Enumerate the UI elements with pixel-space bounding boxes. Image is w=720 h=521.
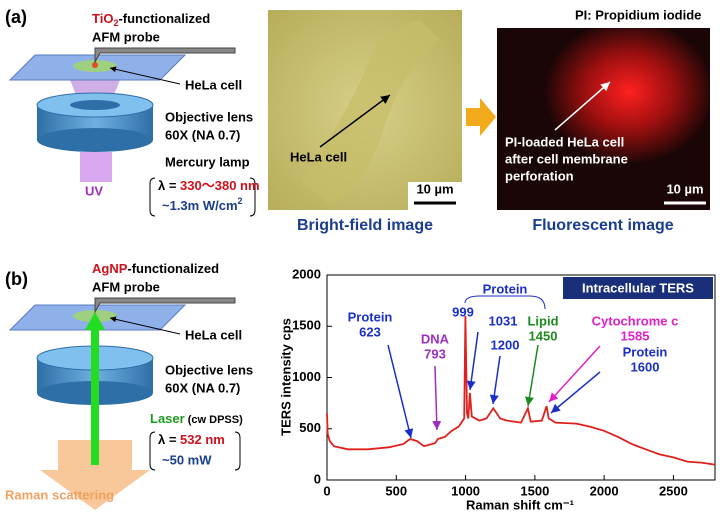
y-tick-label: 500 <box>299 420 321 435</box>
arrow <box>554 81 611 131</box>
lens <box>37 128 153 152</box>
arrow <box>109 66 181 85</box>
y-tick-label: 2000 <box>292 266 321 281</box>
plot-frame <box>326 274 716 481</box>
peak-label: Protein <box>348 309 393 324</box>
peak-arrow <box>387 344 414 439</box>
peak-label: 1031 <box>489 313 518 328</box>
bright-label: HeLa cell <box>290 149 347 164</box>
y-tick-label: 0 <box>314 471 321 486</box>
y-tick-label: 1500 <box>292 318 321 333</box>
wavelength: λ = 330〜380 nm <box>158 178 260 193</box>
peak-label: Protein <box>483 281 528 296</box>
peak-label: 1200 <box>491 337 520 352</box>
peak-arrow <box>550 371 601 414</box>
lens-spec: 60X (NA 0.7) <box>165 380 240 395</box>
note: PI: Propidium iodide <box>575 7 701 22</box>
spectrum-line <box>326 315 716 466</box>
bracket <box>464 295 546 310</box>
probe-title: AgNP-functionalized <box>92 261 219 276</box>
chart: Intracellular TERS Raman shift cm⁻¹ TERS… <box>278 274 716 512</box>
x-tick-label: 500 <box>385 483 407 498</box>
peak-arrow <box>489 355 501 405</box>
peak-label: 623 <box>359 324 381 339</box>
y-axis-label: TERS intensity cps <box>278 318 293 436</box>
scale-box <box>408 182 462 210</box>
peak-arrow <box>432 365 442 431</box>
fluorescent-image <box>497 28 710 210</box>
probe <box>94 297 236 314</box>
probe <box>94 47 236 64</box>
peak-arrow <box>525 344 539 407</box>
x-tick-label: 0 <box>323 483 330 498</box>
fluor-label: perforation <box>505 168 574 183</box>
probe-label: AFM probe <box>92 279 160 294</box>
peak-label: DNA <box>421 331 450 346</box>
title-box <box>563 277 713 299</box>
bracket <box>149 177 256 217</box>
lens-spec: 60X (NA 0.7) <box>165 127 240 142</box>
output-label: Raman scattering <box>5 487 114 502</box>
chart-title: Intracellular TERS <box>582 280 694 295</box>
caption: Bright-field image <box>297 217 433 234</box>
power: ~1.3m W/cm2 <box>162 196 243 213</box>
beam <box>80 152 112 182</box>
lens-label: Objective lens <box>165 362 253 377</box>
cell-label: HeLa cell <box>185 77 242 92</box>
lens-label: Objective lens <box>165 109 253 124</box>
x-tick-label: 2000 <box>590 483 619 498</box>
peak-label: 999 <box>452 304 474 319</box>
peak-label: Lipid <box>527 313 558 328</box>
fluor-label: PI-loaded HeLa cell <box>505 134 624 149</box>
scale: 10 µm <box>666 181 703 196</box>
panel-label: (a) <box>5 7 27 27</box>
probe-title: TiO2-functionalized <box>92 11 210 28</box>
peak-label: 1585 <box>621 328 650 343</box>
arrow <box>109 316 181 335</box>
peak-label: 1600 <box>631 359 660 374</box>
scattering-arrow <box>40 440 150 510</box>
arrow <box>319 94 391 148</box>
panel-label: (b) <box>5 269 28 289</box>
fluor-label: after cell membrane <box>505 151 628 166</box>
bracket <box>149 431 241 471</box>
peak-label: Cytochrome c <box>592 313 679 328</box>
x-tick-label: 2500 <box>659 483 688 498</box>
y-tick-label: 1000 <box>292 369 321 384</box>
peak-label: Protein <box>623 344 668 359</box>
peak-arrow <box>548 345 601 403</box>
power: ~50 mW <box>162 452 212 467</box>
peak-arrow <box>466 331 479 391</box>
laser-arrow <box>85 312 105 465</box>
source-label: Laser (cw DPSS) <box>150 411 243 426</box>
caption: Fluorescent image <box>532 217 673 234</box>
probe-label: AFM probe <box>92 29 160 44</box>
peak-label: 1450 <box>529 328 558 343</box>
peak-label: 793 <box>424 346 446 361</box>
x-tick-label: 1500 <box>520 483 549 498</box>
cell-shape <box>300 20 440 205</box>
arrow <box>466 98 496 136</box>
cell-label: HeLa cell <box>185 327 242 342</box>
wavelength: λ = 532 nm <box>158 432 225 447</box>
cell-nucleus <box>92 62 98 68</box>
x-tick-label: 1000 <box>451 483 480 498</box>
scale: 10 µm <box>416 181 453 196</box>
x-axis-label: Raman shift cm⁻¹ <box>466 497 574 512</box>
source-label: Mercury lamp <box>165 154 250 169</box>
lens <box>70 100 120 110</box>
beam-label: UV <box>85 183 103 198</box>
